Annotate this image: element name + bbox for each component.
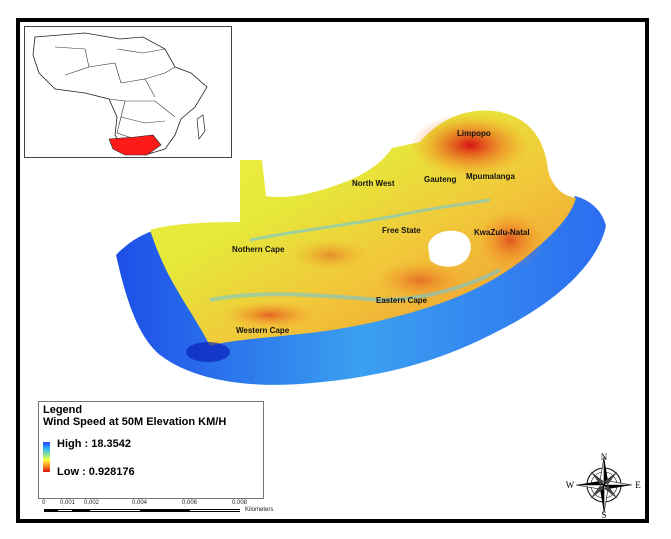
scale-tick: 0.008 xyxy=(232,500,248,506)
scale-segment xyxy=(140,509,190,512)
scale-segment xyxy=(190,509,240,512)
compass-rose-icon: N S W E xyxy=(566,452,641,519)
country-borders xyxy=(54,46,176,140)
scale-tick: 0 xyxy=(42,500,46,506)
kzn-hot-zone xyxy=(476,210,544,270)
scale-segment xyxy=(44,509,58,512)
south-africa-highlight xyxy=(108,134,162,156)
scale-segment xyxy=(58,509,72,512)
western-cape-hot-zone xyxy=(222,301,318,329)
cape-low-spot xyxy=(186,342,230,362)
africa-outline xyxy=(32,32,208,156)
province-label-mpumalanga: Mpumalanga xyxy=(466,172,515,181)
limpopo-hot-zone xyxy=(410,113,530,177)
legend-box: Legend Wind Speed at 50M Elevation KM/H … xyxy=(38,401,264,499)
madagascar xyxy=(196,114,206,140)
scale-tick: 0.006 xyxy=(182,500,198,506)
province-label-eastern-cape: Eastern Cape xyxy=(376,296,428,305)
scale-bar: 0 0.001 0.002 0.004 0.006 0.008 Kilomete… xyxy=(40,500,280,518)
compass-s-label: S xyxy=(601,510,606,519)
scale-segment xyxy=(72,509,90,512)
province-label-northern-cape: Nothern Cape xyxy=(232,245,285,254)
legend-high-value: High : 18.3542 xyxy=(57,438,131,450)
scale-tick: 0.002 xyxy=(84,500,100,506)
legend-low-value: Low : 0.928176 xyxy=(57,466,135,478)
legend-title: Legend xyxy=(43,404,83,416)
legend-color-ramp xyxy=(43,442,50,472)
scale-unit: Kilometers xyxy=(245,507,274,513)
scale-tick: 0.001 xyxy=(60,500,76,506)
africa-inset-map xyxy=(24,26,232,158)
scale-segment xyxy=(90,509,140,512)
central-hot-zone xyxy=(290,239,370,271)
province-label-kwazulu-natal: KwaZulu-Natal xyxy=(474,228,530,237)
compass-n-label: N xyxy=(601,452,608,462)
province-label-north-west: North West xyxy=(352,179,395,188)
scale-tick: 0.004 xyxy=(132,500,148,506)
compass-e-label: E xyxy=(635,480,641,490)
compass-w-label: W xyxy=(566,480,575,490)
river-low-zone xyxy=(249,198,491,242)
province-label-free-state: Free State xyxy=(382,226,421,235)
province-label-limpopo: Limpopo xyxy=(457,129,491,138)
coast-low-zone xyxy=(209,268,501,303)
lesotho xyxy=(428,230,471,267)
africa-continent xyxy=(32,32,208,156)
province-label-western-cape: Western Cape xyxy=(236,326,290,335)
legend-subtitle: Wind Speed at 50M Elevation KM/H xyxy=(43,416,227,428)
province-label-gauteng: Gauteng xyxy=(424,175,457,184)
